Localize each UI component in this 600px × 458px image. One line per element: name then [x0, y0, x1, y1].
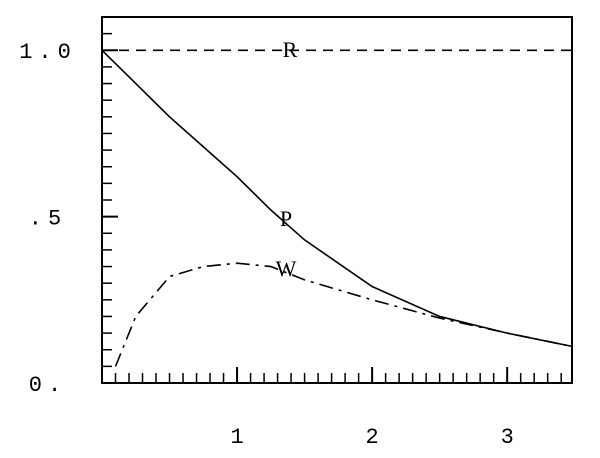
series-label: P	[280, 206, 292, 231]
series-label: W	[276, 256, 297, 281]
series-line	[101, 49, 573, 348]
x-tick-label: 3	[501, 425, 514, 450]
x-tick-label: 2	[366, 425, 379, 450]
y-tick-label: 0.	[29, 373, 67, 398]
plot-frame	[101, 16, 573, 384]
series-line	[114, 262, 573, 367]
y-tick-label: .5	[29, 206, 67, 231]
y-tick-label: 1.0	[19, 40, 77, 65]
x-tick-label: 1	[230, 425, 243, 450]
